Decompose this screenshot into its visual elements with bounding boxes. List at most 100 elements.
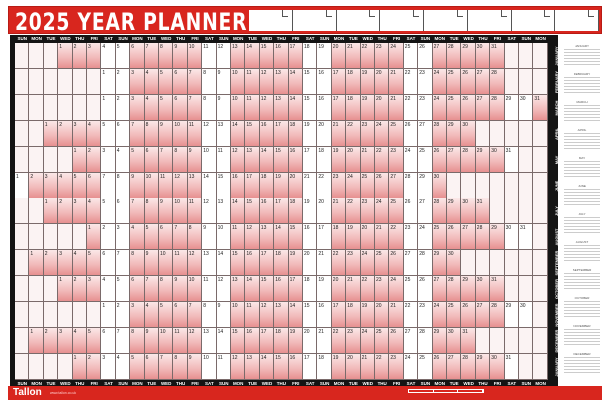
day-number: 11 [188, 121, 194, 128]
day-cell: 1 [72, 353, 87, 380]
day-header: SUN [319, 36, 330, 41]
day-number: 27 [448, 147, 454, 154]
day-cell: 14 [231, 120, 246, 147]
day-cell: 12 [245, 224, 260, 251]
day-number: 16 [275, 44, 281, 50]
day-number: 14 [260, 147, 267, 154]
day-number: 3 [88, 44, 91, 50]
day-number: 3 [131, 303, 134, 309]
mini-calendar: JULY [564, 212, 600, 234]
mini-calendar-title: AUGUST [575, 240, 589, 244]
day-cell [29, 43, 44, 69]
day-cell: 11 [173, 327, 188, 354]
day-number: 10 [188, 277, 195, 284]
day-number: 9 [217, 303, 221, 309]
day-cell: 24 [403, 146, 419, 173]
day-header: SUN [521, 380, 531, 386]
day-cell: 11 [245, 68, 260, 95]
day-number: 15 [289, 225, 296, 232]
day-number: 28 [448, 277, 454, 284]
day-number: 20 [347, 147, 353, 154]
day-number: 24 [404, 147, 411, 154]
day-number: 15 [304, 303, 310, 309]
note-boxes [249, 10, 599, 31]
day-cell: 3 [87, 43, 102, 69]
day-cell [15, 198, 30, 225]
day-number: 25 [390, 199, 396, 206]
day-number: 24 [376, 121, 382, 128]
box-tab [588, 10, 594, 17]
day-cell: 12 [173, 172, 188, 199]
day-number: 25 [448, 303, 454, 309]
day-header: WED [463, 380, 474, 386]
day-number: 2 [116, 69, 120, 76]
day-cell [490, 327, 505, 354]
day-header: TUE [348, 380, 358, 386]
day-cell: 27 [403, 250, 419, 277]
day-number: 2 [59, 199, 62, 206]
day-cell: 10 [231, 94, 246, 121]
day-number: 14 [217, 251, 224, 258]
day-cell: 18 [303, 43, 318, 69]
day-cell: 23 [360, 120, 375, 147]
day-cell [29, 68, 44, 95]
day-header: FRI [493, 36, 501, 41]
day-number: 8 [160, 44, 163, 50]
day-cell: 31 [504, 353, 519, 380]
day-cell: 20 [303, 327, 318, 354]
day-cell: 26 [389, 327, 404, 354]
day-number: 11 [217, 147, 223, 154]
day-cell: 24 [403, 353, 419, 380]
day-number: 30 [476, 44, 483, 50]
day-number: 26 [462, 303, 468, 309]
month-label: DECEMBER [5, 329, 10, 353]
day-number: 5 [131, 147, 134, 154]
day-cell: 16 [274, 276, 289, 303]
day-cell: 19 [331, 146, 347, 173]
day-cell: 14 [245, 43, 260, 69]
day-cell: 6 [130, 43, 145, 69]
day-cell: 14 [231, 198, 246, 225]
day-cell [504, 327, 519, 354]
day-number: 28 [433, 121, 440, 128]
day-number: 11 [160, 173, 166, 180]
day-number: 30 [462, 199, 468, 206]
day-number: 13 [217, 121, 224, 128]
day-cell [87, 302, 102, 328]
day-number: 16 [260, 121, 267, 128]
day-number: 4 [131, 225, 134, 232]
day-cell: 20 [360, 224, 375, 251]
day-cell: 9 [216, 302, 231, 328]
day-cell [533, 353, 548, 380]
day-cell: 21 [303, 172, 318, 199]
mini-calendar-days [564, 77, 600, 93]
day-cell: 13 [231, 43, 246, 69]
day-cell: 23 [389, 146, 404, 173]
day-number: 9 [160, 199, 163, 206]
mini-calendar-title: JUNE [578, 184, 586, 188]
day-number: 9 [131, 173, 134, 180]
month-label: JULY [5, 206, 10, 217]
day-number: 9 [145, 251, 149, 258]
day-number: 8 [160, 277, 163, 284]
day-number: 23 [390, 147, 396, 154]
day-number: 6 [88, 173, 91, 180]
day-number: 28 [404, 173, 411, 180]
day-cell: 4 [87, 198, 102, 225]
day-cell: 9 [216, 94, 231, 121]
day-cell: 26 [447, 224, 462, 251]
day-number: 9 [145, 328, 149, 335]
month-label: FEBRUARY [5, 70, 10, 93]
day-cell [58, 302, 73, 328]
day-cell: 11 [245, 94, 260, 121]
day-header: MON [434, 36, 446, 41]
day-cell: 2 [115, 302, 131, 328]
day-header: TUE [449, 380, 459, 386]
day-cell [519, 353, 534, 380]
day-number: 27 [419, 121, 425, 128]
note-box [249, 10, 293, 31]
day-cell: 26 [432, 353, 447, 380]
day-number: 12 [217, 277, 224, 284]
day-cell: 25 [447, 94, 462, 121]
day-cell [504, 120, 519, 147]
